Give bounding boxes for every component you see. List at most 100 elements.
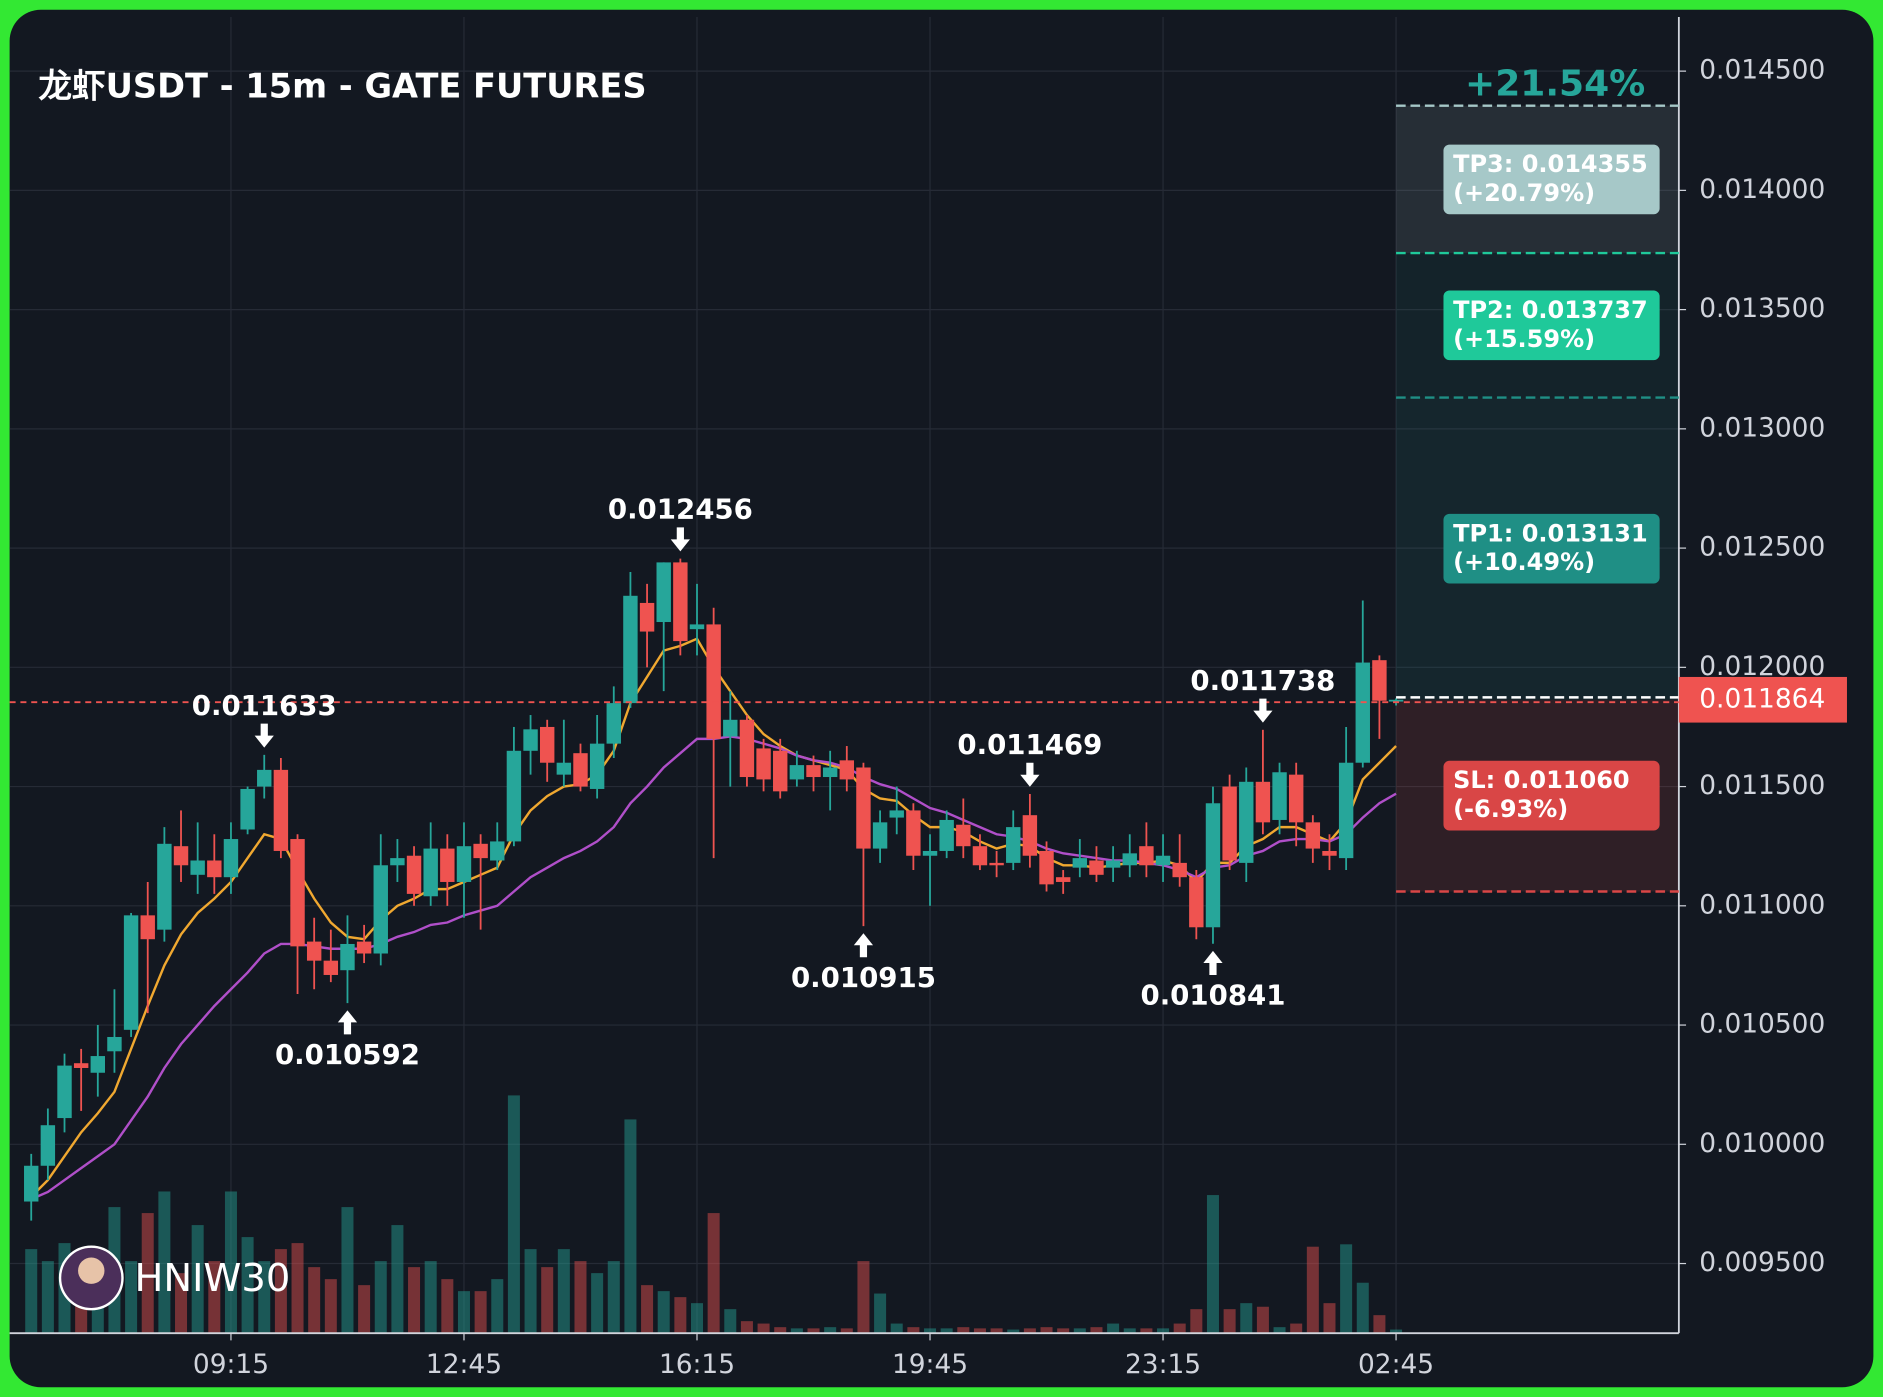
level-badge [1443,144,1660,215]
y-tick-label: 0.010000 [1699,1128,1825,1159]
candle-body [490,841,505,861]
annotation-arrow [1253,698,1273,723]
volume-bar [457,1291,470,1334]
candle-body [240,788,255,830]
candle-body [589,743,605,789]
candle-body [257,769,272,787]
volume-bar [907,1327,920,1334]
annotation-label: 0.012456 [608,493,753,526]
volume-bar [258,1261,271,1334]
level-change: (+20.79%) [1453,179,1595,207]
volume-bar [141,1213,154,1334]
candle-body [1305,822,1321,849]
volume-bar [774,1327,787,1334]
annotation-label: 0.010592 [275,1038,420,1071]
volume-bar [790,1328,803,1334]
annotation-arrow [254,723,274,748]
candle-body [889,810,904,818]
candle-body [506,750,522,842]
volume-bar [1057,1328,1070,1334]
volume-bar [973,1328,986,1334]
candle-body [90,1056,106,1073]
x-tick-label: 16:15 [659,1349,735,1380]
candle-body [972,846,988,866]
volume-bar [1256,1306,1269,1334]
trade-header: +21.54% [1465,63,1645,104]
volume-bar [224,1191,237,1334]
candle-body [1255,781,1271,823]
y-tick-label: 0.009500 [1699,1247,1825,1278]
volume-bar [1023,1328,1036,1334]
candle-body [639,602,655,632]
candle-body [273,769,289,851]
candle-body [806,765,821,778]
candle-body [223,839,239,878]
volume-bar [1107,1323,1120,1334]
volume-bar [1373,1315,1386,1334]
last-price-label: 0.011864 [1699,683,1825,714]
candle-body [107,1036,122,1052]
candle-body [756,748,771,780]
volume-bar [657,1291,670,1334]
volume-bar [1140,1328,1153,1334]
candle-body [606,703,621,744]
volume-bar [607,1261,620,1334]
candle-body [306,941,322,961]
volume-bar [358,1285,371,1334]
candle-body [1388,699,1404,702]
candle-body [989,862,1004,866]
volume-bar [574,1261,587,1334]
volume-bar [507,1095,520,1334]
volume-bar [1173,1323,1186,1334]
volume-bar [341,1207,354,1334]
volume-bar [241,1237,254,1334]
volume-bar [1356,1282,1369,1334]
level-label: SL: 0.011060 [1453,766,1630,794]
volume-bar [724,1309,737,1334]
candle-body [922,850,938,856]
volume-bar [824,1327,837,1334]
candle-body [207,860,222,878]
volume-bar [541,1267,554,1334]
annotation-arrow [1203,950,1223,975]
candle-body [856,767,871,849]
volume-bar [940,1328,953,1334]
candle-body [323,960,339,975]
level-label: TP2: 0.013737 [1453,296,1648,324]
x-tick-label: 09:15 [193,1349,269,1380]
candle-body [789,765,805,780]
volume-bar [491,1279,504,1334]
candle-body [440,848,455,882]
candle-body [1189,877,1204,928]
y-tick-label: 0.014000 [1699,174,1825,205]
candle-body [872,822,888,849]
volume-bar [1206,1195,1219,1334]
volume-bar [274,1249,287,1334]
volume-bar [424,1261,437,1334]
x-tick-label: 12:45 [426,1349,502,1380]
candle-body [173,846,189,866]
candle-body [473,843,488,859]
candle-body [57,1065,72,1119]
candle-body [556,762,572,775]
volume-bar [840,1328,853,1334]
volume-bar [990,1328,1003,1334]
candle-body [390,858,405,866]
volume-bar [1223,1309,1236,1334]
volume-bar [324,1279,337,1334]
level-change: (-6.93%) [1453,795,1568,823]
candle-body [1338,762,1354,859]
watermark: HNIW30 [135,1256,291,1301]
volume-bar [308,1267,321,1334]
volume-bar [175,1273,188,1334]
x-tick-label: 02:45 [1358,1349,1434,1380]
annotation-arrow [337,1010,358,1035]
candle-body [356,941,372,954]
volume-bar [524,1249,537,1334]
volume-bar [924,1328,937,1334]
y-tick-label: 0.013500 [1699,293,1825,324]
volume-bar [1273,1327,1286,1334]
level-label: TP1: 0.013131 [1453,519,1648,547]
candle-body [290,839,305,947]
